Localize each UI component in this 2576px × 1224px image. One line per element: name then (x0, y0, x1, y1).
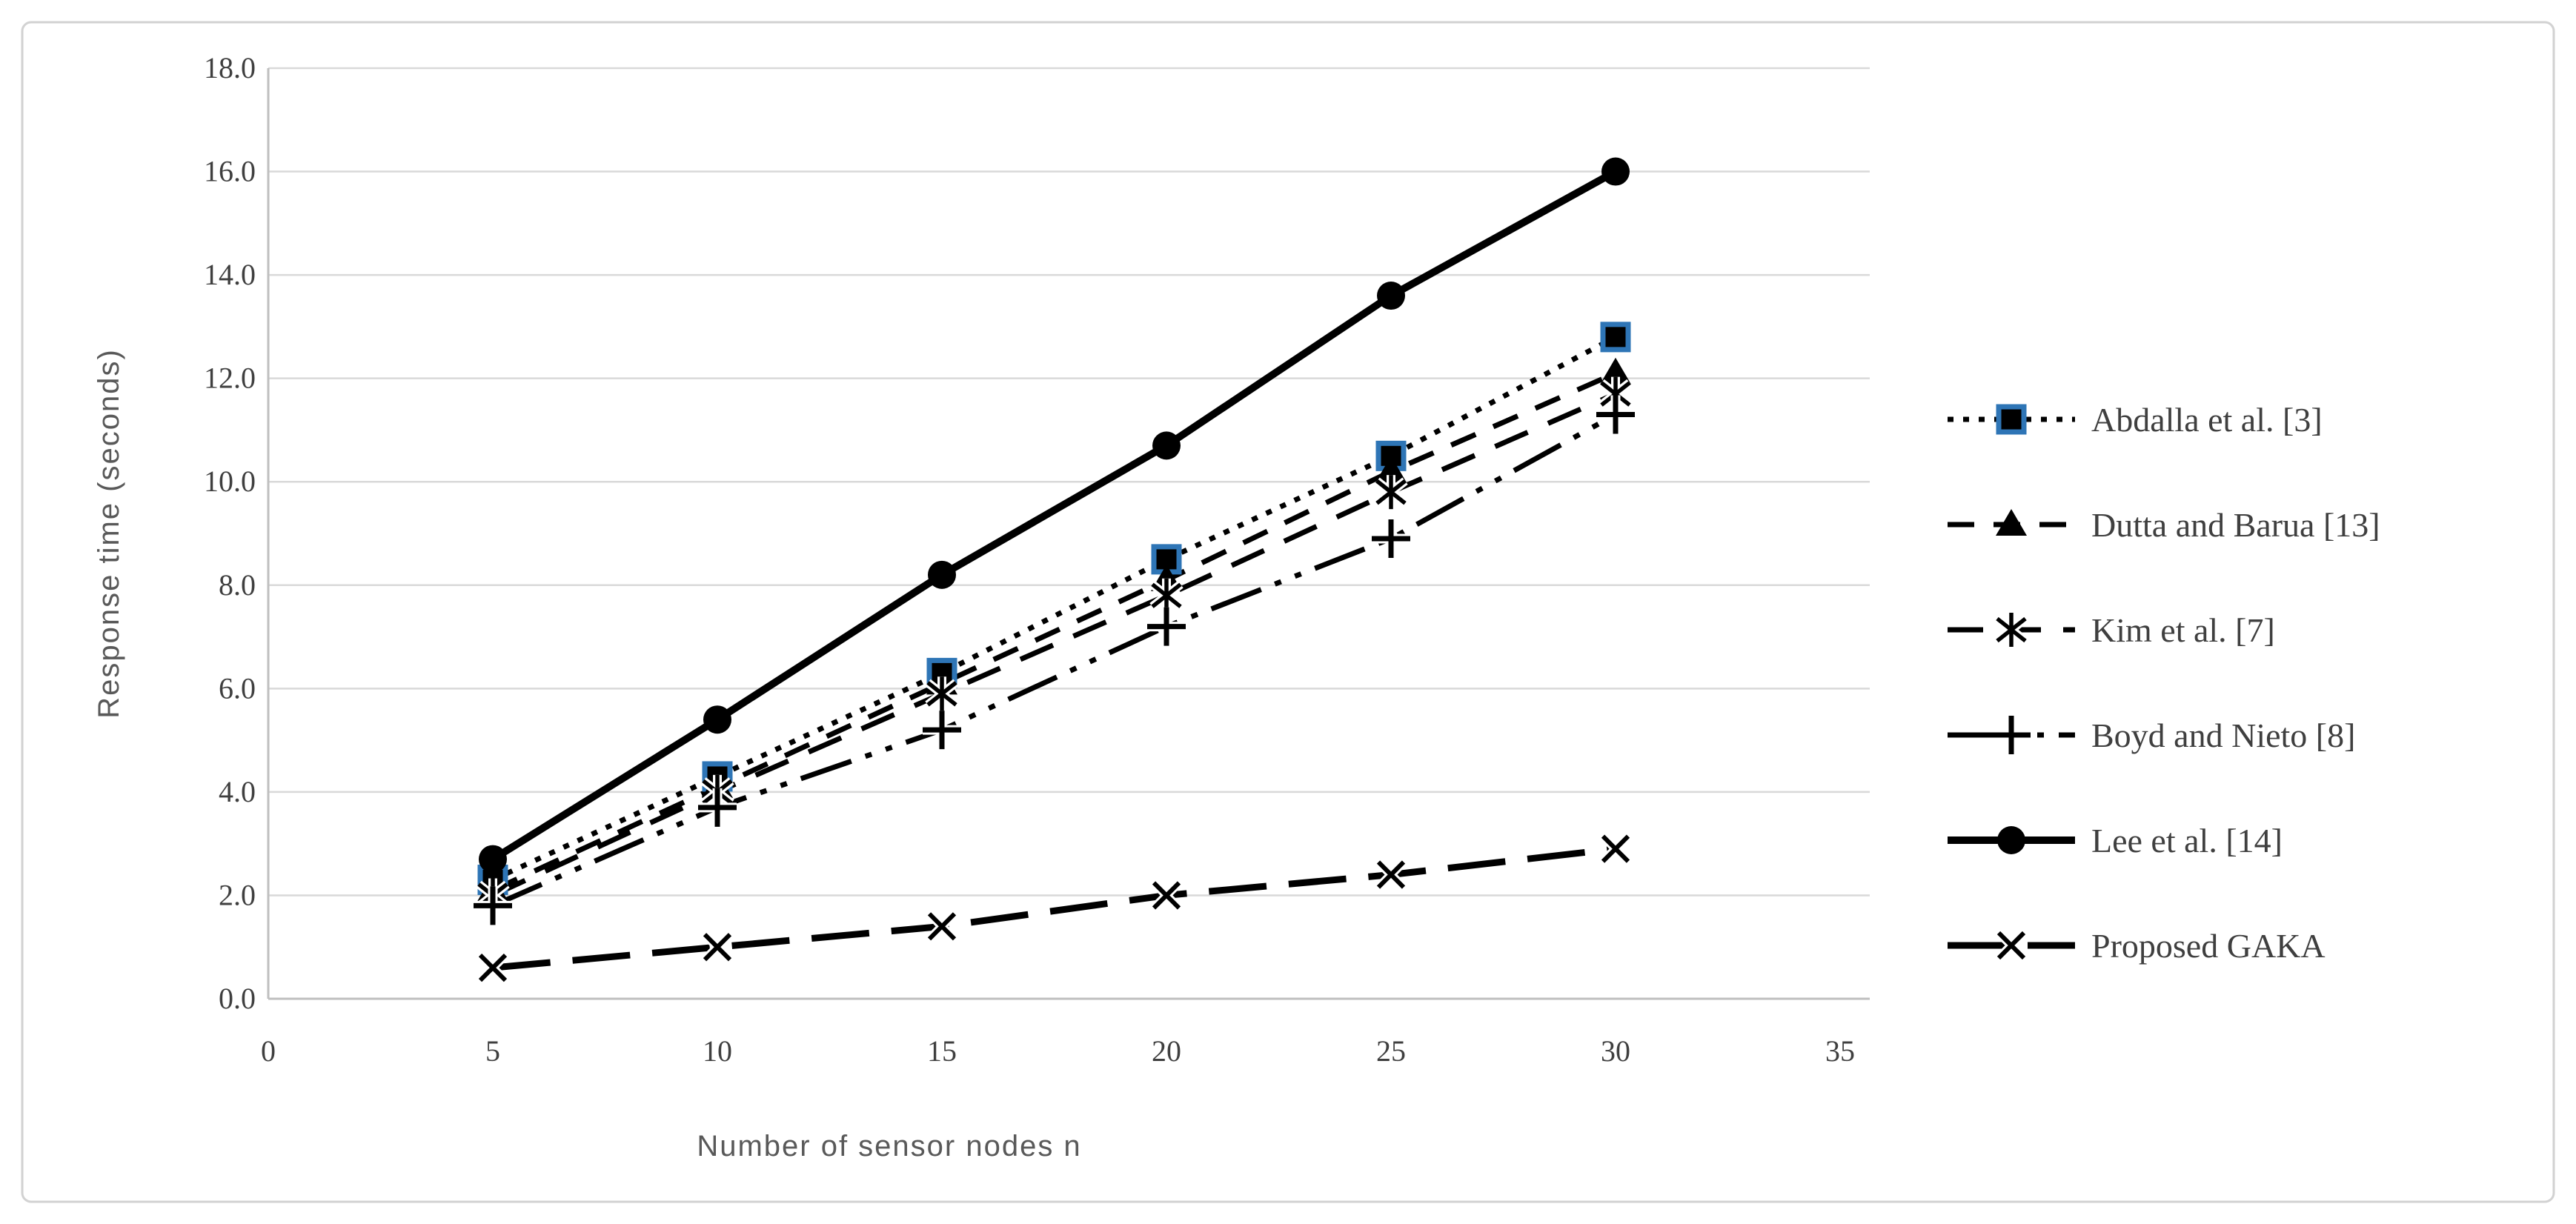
legend-item: Kim et al. [7] (1948, 611, 2275, 649)
marker-plus (1992, 716, 2031, 754)
marker-circle (928, 560, 956, 589)
legend-label: Proposed GAKA (2091, 927, 2326, 965)
x-tick-label: 30 (1601, 1034, 1630, 1068)
figure-border (21, 21, 2555, 1203)
marker-asterisk (1994, 613, 2028, 647)
marker-circle (1997, 826, 2025, 854)
y-tick-label: 2.0 (219, 878, 256, 911)
marker-circle (479, 845, 507, 874)
x-tick-label: 25 (1376, 1034, 1406, 1068)
marker-asterisk (1149, 578, 1184, 613)
marker-triangle (1996, 509, 2027, 536)
y-tick-label: 6.0 (219, 671, 256, 705)
x-axis-title: Number of sensor nodes n (697, 1130, 1081, 1163)
marker-plus (698, 788, 737, 827)
y-tick-label: 16.0 (204, 155, 256, 188)
marker-square (1996, 404, 2027, 435)
series-line-dutta-and-barua-13 (491, 370, 1617, 893)
x-tick-label: 20 (1152, 1034, 1181, 1068)
marker-x (1150, 879, 1183, 911)
series-line-kim-et-al-7 (491, 391, 1617, 898)
legend-item: Dutta and Barua [13] (1948, 506, 2380, 544)
x-tick-label: 5 (485, 1034, 500, 1068)
y-tick-label: 0.0 (219, 982, 256, 1015)
marker-asterisk (925, 676, 959, 711)
marker-x (1995, 929, 2028, 962)
series-line-proposed-gaka (492, 845, 1616, 971)
x-tick-label: 0 (261, 1034, 276, 1068)
legend-item: Boyd and Nieto [8] (1948, 716, 2355, 754)
marker-x (926, 911, 958, 942)
legend-item: Abdalla et al. [3] (1948, 401, 2323, 439)
marker-x (477, 951, 509, 984)
gridlines (268, 67, 1870, 1000)
legend-item: Lee et al. [14] (1948, 822, 2283, 859)
y-tick-label: 18.0 (204, 51, 256, 84)
series-line-abdalla-et-al-3 (491, 334, 1617, 882)
legend-label: Lee et al. [14] (2091, 822, 2283, 859)
marker-x (1375, 859, 1407, 891)
y-tick-label: 14.0 (204, 258, 256, 291)
y-axis-title: Response time (seconds) (93, 348, 125, 719)
legend-label: Boyd and Nieto [8] (2091, 716, 2355, 754)
marker-circle (1601, 157, 1630, 186)
x-tick-labels: 0 5 10 15 20 25 30 35 (261, 1034, 1855, 1068)
series-layer (474, 157, 1635, 984)
series-line-boyd-and-nieto-8 (491, 412, 1617, 908)
x-tick-label: 15 (927, 1034, 957, 1068)
legend: Abdalla et al. [3] Dutta and Barua [13] Ki… (1948, 401, 2380, 965)
x-tick-label: 35 (1825, 1034, 1855, 1068)
marker-triangle (1375, 456, 1407, 483)
marker-asterisk (1374, 475, 1408, 510)
y-tick-label: 10.0 (204, 465, 256, 498)
marker-x (1599, 833, 1632, 865)
marker-plus (474, 886, 512, 925)
legend-item: Proposed GAKA (1948, 927, 2326, 965)
marker-plus (1596, 395, 1635, 434)
marker-square (1600, 322, 1631, 353)
y-tick-label: 4.0 (219, 775, 256, 808)
legend-label: Dutta and Barua [13] (2091, 506, 2380, 544)
y-tick-labels: 0.0 2.0 4.0 6.0 8.0 10.0 12.0 14.0 16.0 18.0 (204, 51, 256, 1015)
marker-triangle (1600, 357, 1631, 385)
marker-plus (1147, 607, 1186, 646)
y-tick-label: 8.0 (219, 568, 256, 602)
series-line-lee-et-al-14 (491, 168, 1618, 862)
marker-plus (1372, 519, 1410, 558)
marker-circle (703, 705, 731, 734)
x-tick-label: 10 (703, 1034, 732, 1068)
marker-plus (923, 711, 961, 750)
legend-label: Abdalla et al. [3] (2091, 401, 2323, 439)
marker-x (701, 931, 734, 963)
legend-label: Kim et al. [7] (2091, 611, 2275, 649)
marker-circle (1152, 431, 1181, 460)
y-tick-label: 12.0 (204, 362, 256, 395)
marker-circle (1377, 282, 1405, 310)
